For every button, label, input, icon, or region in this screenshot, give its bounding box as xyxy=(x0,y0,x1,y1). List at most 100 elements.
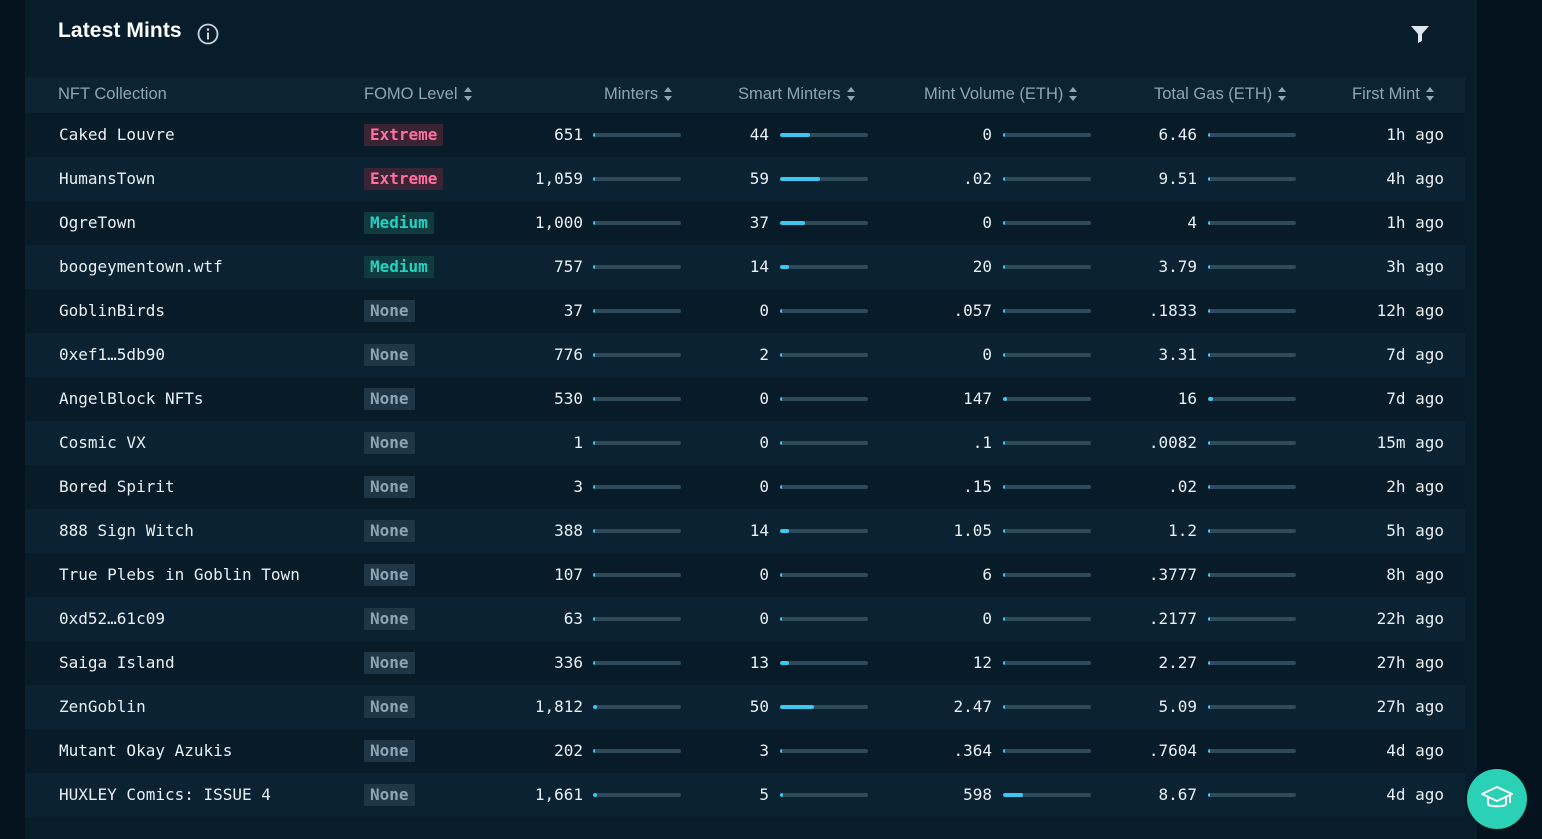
collection-name[interactable]: OgreTown xyxy=(59,213,137,232)
collection-name[interactable]: Bored Spirit xyxy=(59,477,175,496)
minters-bar-fill xyxy=(593,661,595,665)
total-gas-bar xyxy=(1208,309,1296,313)
mint-volume-bar xyxy=(1003,573,1091,577)
table-row[interactable]: boogeymentown.wtf Medium 757 14 20 3.79 3h ago xyxy=(25,245,1465,289)
col-header-total-gas[interactable]: Total Gas (ETH) xyxy=(1154,77,1287,113)
sort-icon xyxy=(1425,86,1434,101)
total-gas-value: 9.51 xyxy=(1158,169,1197,188)
smart-minters-value: 0 xyxy=(759,477,769,496)
smart-minters-value: 37 xyxy=(749,213,769,232)
col-header-smart-minters[interactable]: Smart Minters xyxy=(738,77,856,113)
col-label: Total Gas (ETH) xyxy=(1154,85,1273,103)
mint-volume-value: .02 xyxy=(963,169,992,188)
total-gas-value: 1.2 xyxy=(1168,521,1197,540)
smart-minters-bar xyxy=(780,529,868,533)
collection-name[interactable]: AngelBlock NFTs xyxy=(59,389,204,408)
fomo-cell: None xyxy=(364,773,415,817)
panel-title: Latest Mints xyxy=(58,19,182,42)
total-gas-bar-fill xyxy=(1208,661,1210,665)
collection-name[interactable]: 0xd52…61c09 xyxy=(59,609,165,628)
mint-volume-bar-fill xyxy=(1003,133,1005,137)
collection-name[interactable]: Caked Louvre xyxy=(59,125,175,144)
collection-name[interactable]: Saiga Island xyxy=(59,653,175,672)
minters-value: 1 xyxy=(573,433,583,452)
smart-minters-value: 0 xyxy=(759,565,769,584)
filter-icon[interactable] xyxy=(1410,24,1430,44)
mint-volume-bar xyxy=(1003,485,1091,489)
table-row[interactable]: Mutant Okay Azukis None 202 3 .364 .7604 4d ag… xyxy=(25,729,1465,773)
minters-bar xyxy=(593,397,681,401)
fomo-cell: None xyxy=(364,333,415,377)
collection-name[interactable]: boogeymentown.wtf xyxy=(59,257,223,276)
total-gas-bar xyxy=(1208,397,1296,401)
minters-bar xyxy=(593,661,681,665)
collection-name[interactable]: 0xef1…5db90 xyxy=(59,345,165,364)
collection-name[interactable]: True Plebs in Goblin Town xyxy=(59,565,300,584)
sort-icon xyxy=(1069,86,1078,101)
table-row[interactable]: Saiga Island None 336 13 12 2.27 27h ago xyxy=(25,641,1465,685)
minters-value: 107 xyxy=(554,565,583,584)
table-row[interactable]: 888 Sign Witch None 388 14 1.05 1.2 5h ago xyxy=(25,509,1465,553)
table-row[interactable]: 0xd52…61c09 None 63 0 0 .2177 22h ago xyxy=(25,597,1465,641)
table-row[interactable]: 0xef1…5db90 None 776 2 0 3.31 7d ago xyxy=(25,333,1465,377)
table-row[interactable]: HUXLEY Comics: ISSUE 4 None 1,661 5 598 8.67 4… xyxy=(25,773,1465,817)
total-gas-value: 2.27 xyxy=(1158,653,1197,672)
table-row[interactable]: AngelBlock NFTs None 530 0 147 16 7d ago xyxy=(25,377,1465,421)
table-header: NFT Collection FOMO Level Minters Smart … xyxy=(25,77,1465,113)
smart-minters-value: 2 xyxy=(759,345,769,364)
fomo-badge: Extreme xyxy=(364,124,444,146)
col-header-first-mint[interactable]: First Mint xyxy=(1352,77,1435,113)
first-mint-value: 7d ago xyxy=(1386,389,1444,408)
mint-volume-value: .057 xyxy=(953,301,992,320)
col-header-fomo[interactable]: FOMO Level xyxy=(364,77,473,113)
smart-minters-bar-fill xyxy=(780,177,820,181)
col-header-minters[interactable]: Minters xyxy=(604,77,673,113)
minters-bar-fill xyxy=(593,397,595,401)
collection-name[interactable]: 888 Sign Witch xyxy=(59,521,194,540)
info-icon[interactable] xyxy=(197,23,219,45)
col-label: Minters xyxy=(604,85,659,103)
mint-volume-value: 598 xyxy=(963,785,992,804)
collection-name[interactable]: ZenGoblin xyxy=(59,697,146,716)
collection-name[interactable]: GoblinBirds xyxy=(59,301,165,320)
total-gas-bar xyxy=(1208,749,1296,753)
total-gas-value: 8.67 xyxy=(1158,785,1197,804)
table-row[interactable]: HumansTown Extreme 1,059 59 .02 9.51 4h ago xyxy=(25,157,1465,201)
first-mint-value: 12h ago xyxy=(1376,301,1444,320)
smart-minters-bar-fill xyxy=(780,441,782,445)
smart-minters-bar xyxy=(780,485,868,489)
fomo-badge: None xyxy=(364,652,415,674)
table-row[interactable]: GoblinBirds None 37 0 .057 .1833 12h ago xyxy=(25,289,1465,333)
first-mint-value: 27h ago xyxy=(1376,697,1444,716)
table-row[interactable]: ZenGoblin None 1,812 50 2.47 5.09 27h ago xyxy=(25,685,1465,729)
col-header-collection[interactable]: NFT Collection xyxy=(58,77,167,113)
minters-value: 1,661 xyxy=(534,785,583,804)
collection-name[interactable]: HumansTown xyxy=(59,169,156,188)
minters-bar-fill xyxy=(593,573,595,577)
table-row[interactable]: Caked Louvre Extreme 651 44 0 6.46 1h ago xyxy=(25,113,1465,157)
mint-volume-value: 0 xyxy=(982,609,992,628)
table-row[interactable]: OgreTown Medium 1,000 37 0 4 1h ago xyxy=(25,201,1465,245)
fomo-badge: None xyxy=(364,696,415,718)
learn-button[interactable] xyxy=(1467,769,1527,829)
table-row[interactable]: True Plebs in Goblin Town None 107 0 6 .3777 8… xyxy=(25,553,1465,597)
collection-name[interactable]: Cosmic VX xyxy=(59,433,146,452)
minters-bar xyxy=(593,793,681,797)
minters-bar-fill xyxy=(593,485,595,489)
minters-value: 530 xyxy=(554,389,583,408)
smart-minters-bar-fill xyxy=(780,749,782,753)
smart-minters-value: 0 xyxy=(759,389,769,408)
minters-value: 336 xyxy=(554,653,583,672)
col-label: Smart Minters xyxy=(738,85,841,103)
collection-name[interactable]: Mutant Okay Azukis xyxy=(59,741,233,760)
minters-bar xyxy=(593,617,681,621)
minters-bar xyxy=(593,353,681,357)
table-row[interactable]: Bored Spirit None 3 0 .15 .02 2h ago xyxy=(25,465,1465,509)
smart-minters-bar-fill xyxy=(780,221,805,225)
collection-name[interactable]: HUXLEY Comics: ISSUE 4 xyxy=(59,785,271,804)
fomo-badge: None xyxy=(364,608,415,630)
table-row[interactable]: Cosmic VX None 1 0 .1 .0082 15m ago xyxy=(25,421,1465,465)
col-header-mint-volume[interactable]: Mint Volume (ETH) xyxy=(924,77,1078,113)
mint-volume-bar xyxy=(1003,309,1091,313)
smart-minters-bar-fill xyxy=(780,529,789,533)
